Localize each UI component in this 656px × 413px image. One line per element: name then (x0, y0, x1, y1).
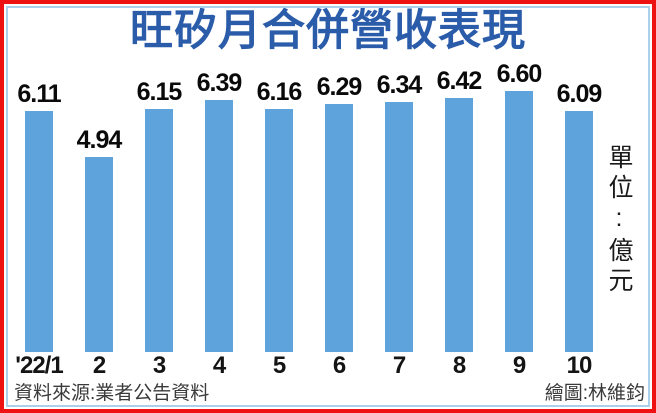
bar (25, 111, 53, 352)
data-source-note: 資料來源:業者公告資料 (14, 383, 210, 404)
bar-value-label: 6.42 (436, 67, 483, 95)
bar (85, 157, 113, 352)
y-axis-unit-label: 單位:億元 (605, 144, 633, 297)
chart-title: 旺矽月合併營收表現 (130, 7, 526, 55)
bar (325, 104, 353, 352)
bar (505, 91, 533, 352)
bar-value-label: 6.29 (316, 73, 363, 101)
x-axis-tick-label: 2 (92, 352, 106, 379)
bar-value-label: 6.09 (556, 80, 603, 108)
bar (265, 109, 293, 352)
bar-value-label: 6.39 (196, 69, 243, 97)
bar (565, 111, 593, 352)
bar-value-label: 6.60 (496, 60, 543, 88)
x-axis-tick-label: 5 (272, 352, 286, 379)
x-axis-tick-label: 4 (212, 352, 226, 379)
bar (445, 98, 473, 352)
bar-value-label: 6.11 (17, 80, 61, 108)
x-axis-tick-label: 6 (332, 352, 346, 379)
illustrator-credit: 繪圖:林維鈞 (544, 383, 645, 404)
bar-value-label: 6.16 (256, 78, 303, 106)
x-axis-tick-label: 8 (452, 352, 466, 379)
bar (385, 102, 413, 352)
x-axis-tick-label: 7 (392, 352, 406, 379)
bar (145, 109, 173, 352)
bar-value-label: 6.34 (376, 71, 423, 99)
x-axis-tick-label: 10 (566, 352, 593, 379)
x-axis-tick-label: 3 (152, 352, 166, 379)
bar-value-label: 4.94 (76, 126, 123, 154)
bar (205, 100, 233, 352)
x-axis-tick-label: '22/1 (15, 352, 63, 379)
bar-value-label: 6.15 (136, 78, 183, 106)
x-axis-tick-label: 9 (512, 352, 526, 379)
